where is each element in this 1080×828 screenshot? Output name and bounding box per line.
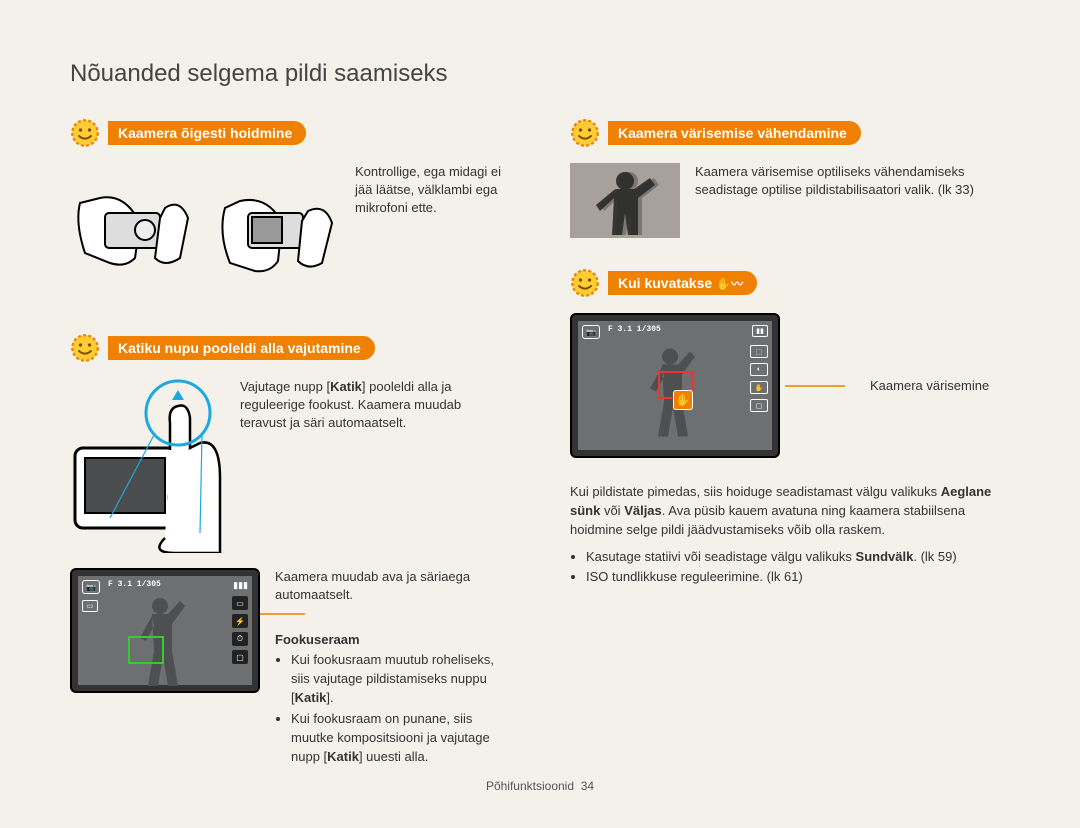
lcd-preview-shake: 📷 F 3.1 1/305 ✋ ▮▮ [570,313,780,458]
blurry-photo-thumbnail [570,163,680,238]
smiley-badge-icon [70,118,100,148]
focus-frame-label: Fookuseraam [275,632,510,647]
lcd-preview-green: 📷 F 3.1 1/305 ▭ [70,568,260,693]
section4-paragraph: Kui pildistate pimedas, siis hoiduge sea… [570,483,1010,540]
focus-frame-green [128,636,164,664]
icon: ⬚ [750,345,768,358]
icon: ▭ [232,596,248,610]
section1-text: Kontrollige, ega midagi ei jää läätse, v… [355,163,510,218]
section-heading: Kaamera õigesti hoidmine [108,121,306,145]
smiley-badge-icon [70,333,100,363]
icon: ✋ [750,381,768,394]
smiley-badge-icon [570,118,600,148]
section-heading: Kaamera värisemise vähendamine [608,121,861,145]
page-footer: Põhifunktsioonid 34 [0,779,1080,793]
section-heading: Kui kuvatakse ✋〰 [608,271,757,295]
icon: ◐ [750,363,768,376]
shake-hand-icon: ✋〰 [716,275,743,292]
mode-icon: 📷 [82,580,100,594]
smiley-badge-icon [570,268,600,298]
battery-icon: ▮▮ [752,325,768,337]
shake-callout-label: Kaamera värisemine [870,378,989,393]
exposure-info: F 3.1 1/305 [608,325,661,334]
section-when-displayed: Kui kuvatakse ✋〰 📷 F 3.1 1/305 [570,268,1010,587]
exposure-info: F 3.1 1/305 [108,580,161,589]
icon: ▢ [750,399,768,412]
timer-icon: ⏱ [232,632,248,646]
section-heading: Katiku nupu pooleldi alla vajutamine [108,336,375,360]
resolution-icon: ▭ [82,600,98,612]
section-hold-camera: Kaamera õigesti hoidmine [70,118,510,303]
hands-holding-camera-illustration [70,163,340,303]
bullet: Kui fookusraam muutub roheliseks, siis v… [291,651,510,708]
section3-text: Kaamera värisemise optiliseks vähendamis… [695,163,1010,199]
icon: ▢ [232,650,248,664]
section2-text2: Kaamera muudab ava ja säriaega automaats… [275,568,510,604]
bullet: ISO tundlikkuse reguleerimine. (lk 61) [586,568,1010,587]
section-reduce-shake: Kaamera värisemise vähendamine [570,118,1010,238]
bullet: Kui fookusraam on punane, siis muutke ko… [291,710,510,767]
section-half-press: Katiku nupu pooleldi alla vajutamine [70,333,510,768]
bullet: Kasutage statiivi või seadistage välgu v… [586,548,1010,567]
shake-indicator-icon: ✋ [673,390,693,410]
page-title: Nõuanded selgema pildi saamiseks [70,60,1010,88]
half-press-illustration [70,378,225,553]
section2-text: Vajutage nupp [Katik] pooleldi alla ja r… [240,378,510,433]
flash-icon: ⚡ [232,614,248,628]
mode-icon: 📷 [582,325,600,339]
